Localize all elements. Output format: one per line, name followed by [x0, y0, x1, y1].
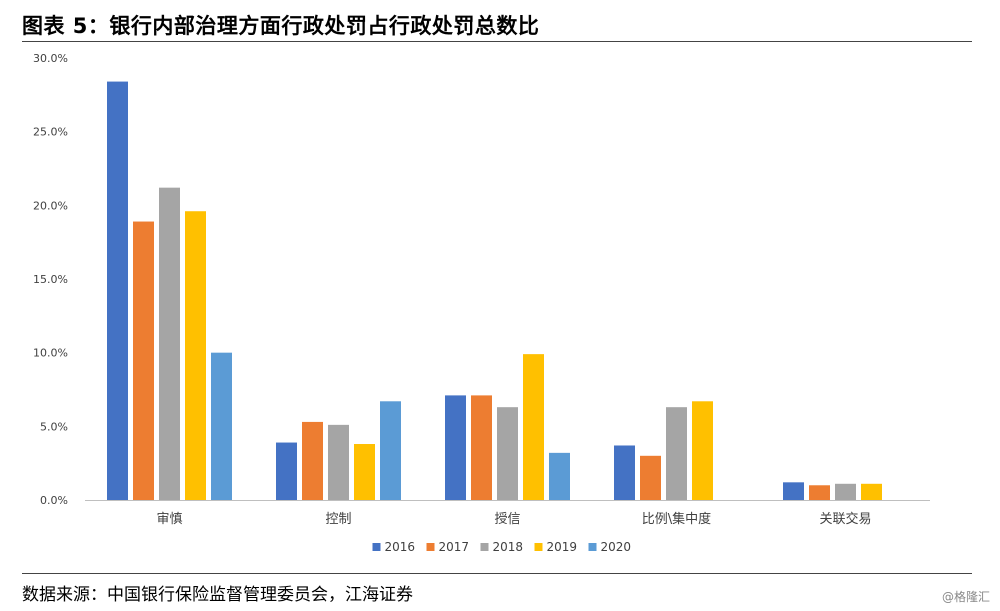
bar-2017-1 [302, 421, 323, 500]
y-tick-label: 30.0% [33, 52, 68, 65]
bar-2016-4 [783, 482, 804, 500]
legend-label-2020: 2020 [601, 540, 632, 554]
x-tick-label: 控制 [325, 512, 351, 527]
bar-2019-4 [861, 483, 882, 500]
title-divider [22, 41, 972, 42]
bar-2017-0 [133, 221, 154, 501]
bar-2020-0 [211, 352, 232, 500]
bar-2017-4 [809, 485, 830, 500]
x-tick-label: 比例\集中度 [642, 511, 711, 527]
bar-2018-2 [497, 407, 518, 500]
bar-2020-2 [549, 452, 570, 500]
legend-swatch-2017 [426, 543, 435, 551]
x-tick-label: 授信 [494, 512, 520, 527]
legend-swatch-2018 [480, 543, 489, 551]
legend-swatch-2019 [534, 543, 543, 551]
bar-2016-2 [445, 395, 466, 500]
bar-2019-3 [692, 401, 713, 500]
bar-2019-0 [185, 211, 206, 500]
bar-2018-0 [159, 187, 180, 501]
legend-label-2019: 2019 [547, 540, 578, 554]
source-note: 数据来源：中国银行保险监督管理委员会，江海证券 [22, 585, 413, 605]
watermark: @格隆汇 [941, 590, 990, 604]
bar-chart: 0.0% 5.0% 10.0% 15.0% 20.0% 25.0% 30.0% 审慎 控制 授信 比… [33, 52, 930, 554]
y-tick-label: 5.0% [40, 420, 68, 433]
legend-label-2018: 2018 [493, 540, 524, 554]
bar-2018-4 [835, 483, 856, 500]
y-tick-label: 0.0% [40, 494, 68, 507]
bar-2019-2 [523, 354, 544, 500]
bar-2020-1 [380, 401, 401, 500]
y-tick-label: 20.0% [33, 199, 68, 212]
bar-2018-1 [328, 424, 349, 500]
bar-2016-0 [107, 81, 128, 500]
legend-swatch-2020 [588, 543, 597, 551]
legend-label-2016: 2016 [385, 540, 416, 554]
x-tick-label: 审慎 [156, 512, 182, 527]
footer-divider [22, 573, 972, 574]
bar-2018-3 [666, 407, 687, 500]
legend-label-2017: 2017 [439, 540, 470, 554]
x-tick-label: 关联交易 [819, 511, 871, 527]
bar-2016-1 [276, 442, 297, 500]
legend-swatch-2016 [372, 543, 381, 551]
y-tick-label: 10.0% [33, 347, 68, 360]
chart-title: 图表 5：银行内部治理方面行政处罚占行政处罚总数比 [22, 14, 540, 38]
y-tick-label: 25.0% [33, 126, 68, 139]
bar-2017-3 [640, 455, 661, 500]
bar-2016-3 [614, 445, 635, 500]
y-tick-label: 15.0% [33, 273, 68, 286]
bar-2017-2 [471, 395, 492, 500]
bar-2019-1 [354, 444, 375, 500]
